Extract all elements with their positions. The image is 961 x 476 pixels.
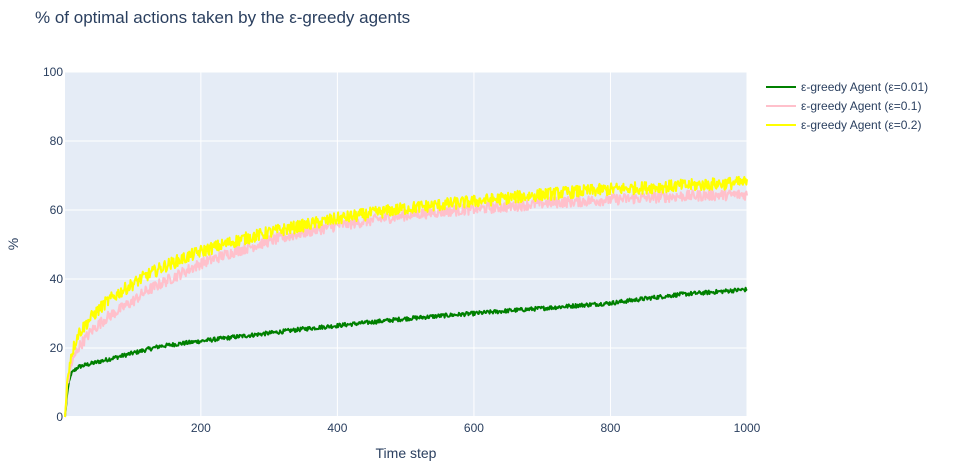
legend-item-1[interactable]: ε-greedy Agent (ε=0.01) [766,80,928,94]
series-lines [64,175,748,418]
legend-item-2[interactable]: ε-greedy Agent (ε=0.1) [766,99,921,113]
y-tick-label: 80 [50,134,64,148]
x-tick-label: 400 [327,421,347,435]
y-tick-label: 20 [50,341,64,355]
series-line-2 [64,188,748,418]
series-line-1 [64,286,748,418]
legend-label: ε-greedy Agent (ε=0.1) [801,99,921,113]
y-tick-label: 40 [50,272,64,286]
x-tick-label: 1000 [734,421,761,435]
legend-item-3[interactable]: ε-greedy Agent (ε=0.2) [766,118,921,132]
y-axis-label: % [5,238,21,250]
y-tick-label: 60 [50,203,64,217]
plot-area [65,72,747,417]
x-tick-label: 200 [191,421,211,435]
legend-label: ε-greedy Agent (ε=0.2) [801,118,921,132]
y-tick-label: 0 [56,410,63,424]
y-tick-label: 100 [43,65,63,79]
chart-title: % of optimal actions taken by the ε-gree… [35,8,410,27]
legend-label: ε-greedy Agent (ε=0.01) [801,80,928,94]
legend[interactable]: ε-greedy Agent (ε=0.01) ε-greedy Agent (ε… [766,80,928,132]
x-tick-label: 800 [600,421,620,435]
series-line-3 [64,175,748,418]
x-axis-ticks: 200 400 600 800 1000 [191,421,761,435]
x-tick-label: 600 [464,421,484,435]
y-axis-ticks: 0 20 40 60 80 100 [43,65,63,424]
x-axis-label: Time step [376,445,437,461]
